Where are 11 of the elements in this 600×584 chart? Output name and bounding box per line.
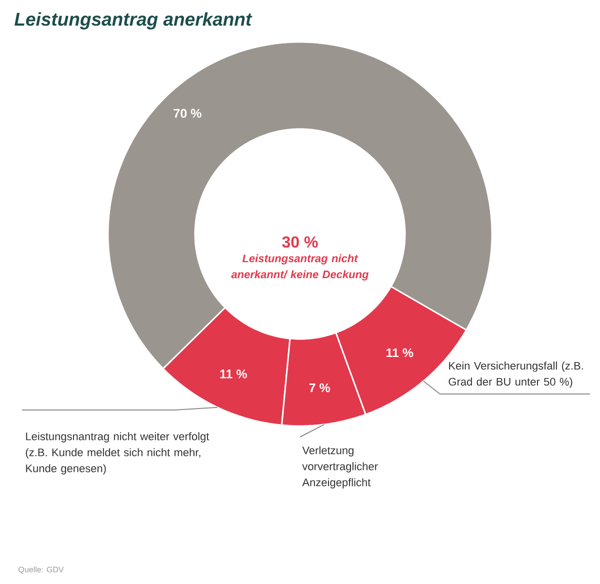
slice-label: Verletzung vorvertraglicher Anzeigepflicht bbox=[302, 446, 378, 488]
text: 30 % bbox=[282, 236, 318, 248]
text: Leistungsantrag nicht anerkannt/ keine Deckung bbox=[231, 254, 369, 280]
slice-label: Kein Versicherungsfall (z.B. Grad der BU unter 50 %) bbox=[448, 362, 583, 388]
data-label: 11 % bbox=[386, 348, 414, 358]
data-label: 7 % bbox=[309, 383, 330, 392]
chart-title: Leistungsantrag anerkannt bbox=[14, 12, 252, 30]
slice-label: Leistungsnantrag nicht weiter verfolgt (z.B. Kunde meldet sich nicht mehr, Kunde genesen) bbox=[26, 432, 210, 474]
data-label: 11 % bbox=[220, 370, 247, 378]
data-label: 70 % bbox=[174, 108, 202, 118]
source-note: Quelle: GDV bbox=[18, 566, 64, 574]
